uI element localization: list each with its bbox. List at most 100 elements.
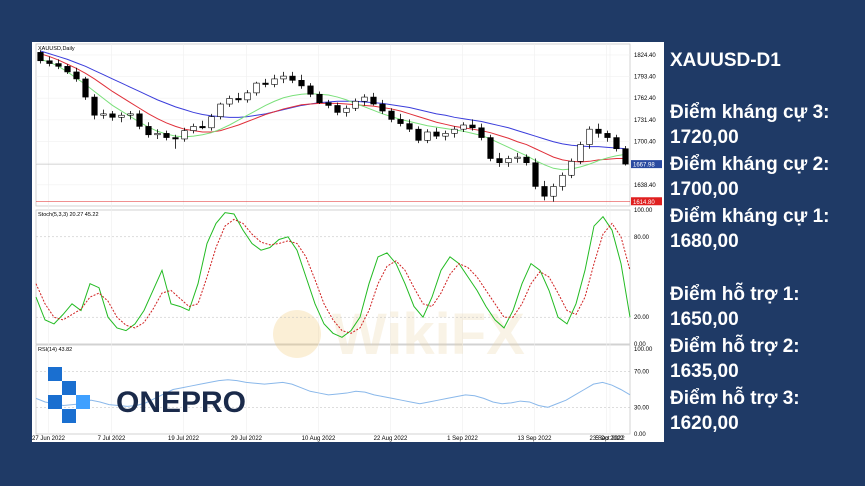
rsi-top-tick-label: 100.00	[634, 347, 653, 353]
candle-body	[136, 113, 143, 127]
rsi-line	[35, 379, 631, 408]
stoch-d-line	[35, 218, 631, 334]
x-tick-label: 19 Jul 2022	[168, 436, 200, 442]
stoch-panel-frame	[35, 209, 631, 345]
candle-body	[109, 113, 116, 118]
logo-square-4	[76, 395, 90, 409]
candle-body	[397, 119, 404, 124]
candle-body	[352, 100, 359, 109]
candle-body	[316, 93, 323, 103]
moving-average-blue	[40, 50, 626, 150]
support-2-label: Điểm hỗ trợ 2:	[670, 336, 800, 357]
resistance-1-value: 1680,00	[670, 231, 739, 252]
candle-body	[181, 130, 188, 140]
candle-body	[298, 80, 305, 87]
watermark-emblem	[273, 310, 321, 358]
candle-body	[271, 78, 278, 85]
candle-body	[415, 128, 422, 141]
resistance-3-label: Điểm kháng cự 3:	[670, 102, 830, 123]
candle-body	[433, 131, 440, 137]
candle-body	[235, 98, 242, 101]
candle-body	[280, 75, 287, 80]
support-1-value: 1650,00	[670, 309, 739, 330]
support-3-value: 1620,00	[670, 413, 739, 434]
candle-body	[424, 131, 431, 141]
x-tick-label: 27 Jun 2022	[32, 436, 66, 442]
resistance-2: Điểm kháng cự 2: 1700,00	[670, 152, 829, 202]
main-panel-frame	[35, 43, 631, 207]
resistance-1-label: Điểm kháng cự 1:	[670, 206, 830, 227]
rsi-tick-label: 70.00	[634, 370, 650, 376]
candle-body	[523, 156, 530, 164]
candle-body	[406, 123, 413, 130]
candle-body	[586, 128, 593, 145]
candle-body	[118, 114, 125, 118]
candle-body	[532, 162, 539, 187]
rsi-tick-label: 30.00	[634, 405, 650, 411]
low-price-label: 1614.80	[633, 200, 655, 206]
candle-body	[217, 103, 224, 117]
candle-body	[100, 113, 107, 116]
logo-square-5	[62, 409, 76, 423]
candle-body	[307, 85, 314, 95]
candle-body	[199, 126, 206, 129]
candle-body	[604, 133, 611, 138]
candle-body	[487, 137, 494, 159]
x-tick-label: 7 Jul 2022	[98, 436, 126, 442]
candle-body	[550, 186, 557, 197]
resistance-2-label: Điểm kháng cự 2:	[670, 154, 830, 175]
watermark-text: WikiFX	[332, 302, 525, 367]
candle-body	[190, 126, 197, 131]
candle-body	[505, 158, 512, 164]
candle-body	[46, 60, 53, 64]
candle-body	[370, 96, 377, 105]
x-tick-label: 22 Aug 2022	[374, 436, 408, 442]
y-tick-label: 1793.40	[634, 75, 656, 81]
candle-body	[163, 133, 170, 138]
resistance-1: Điểm kháng cự 1: 1680,00	[670, 204, 829, 254]
rsi-panel-label: RSI(14) 43.82	[38, 347, 72, 353]
rsi-panel-frame	[35, 344, 631, 435]
candle-body	[334, 105, 341, 113]
candle-body	[379, 103, 386, 112]
candle-body	[226, 98, 233, 105]
candle-body	[514, 156, 521, 159]
chart-canvas[interactable]: 27 Jun 2022 7 Jul 2022 19 Jul 2022 29 Jul 2…	[32, 42, 664, 442]
candle-body	[253, 82, 260, 94]
candle-body	[451, 128, 458, 134]
candle-body	[541, 186, 548, 197]
y-tick-label: 1638.40	[634, 183, 656, 189]
candle-body	[82, 78, 89, 98]
x-tick-label: 1 Sep 2022	[447, 436, 478, 442]
rsi-tick-label: 0.00	[634, 432, 646, 438]
candle-body	[496, 158, 503, 164]
y-tick-label: 1762.40	[634, 96, 656, 102]
x-tick-label: 10 Aug 2022	[302, 436, 336, 442]
candle-body	[325, 102, 332, 106]
candle-body	[289, 75, 296, 81]
candle-body	[37, 52, 44, 62]
candle-body	[559, 174, 566, 187]
y-tick-label: 1731.40	[634, 118, 656, 124]
candle-body	[595, 128, 602, 134]
stoch-k-line	[35, 212, 631, 338]
candle-body	[478, 127, 485, 138]
wikifx-watermark: WikiFX	[273, 302, 525, 367]
x-tick-label: 5 Oct 2022	[595, 436, 625, 442]
candle-body	[172, 137, 179, 140]
candle-body	[442, 133, 449, 137]
main-panel-label: XAUUSD,Daily	[38, 46, 75, 52]
y-tick-label: 1700.40	[634, 139, 656, 145]
logo-square-1	[48, 367, 62, 381]
logo-text: ONEPRO	[116, 386, 246, 419]
candle-body	[343, 107, 350, 113]
support-1: Điểm hỗ trợ 1: 1650,00	[670, 282, 800, 332]
candle-body	[469, 124, 476, 129]
low-price-badge	[631, 197, 662, 206]
stoch-tick-label: 100.00	[634, 208, 653, 214]
logo-square-3	[48, 395, 62, 409]
candle-body	[73, 71, 80, 80]
logo-square-2	[62, 381, 76, 395]
support-1-label: Điểm hỗ trợ 1:	[670, 284, 800, 305]
moving-average-red	[40, 53, 626, 163]
